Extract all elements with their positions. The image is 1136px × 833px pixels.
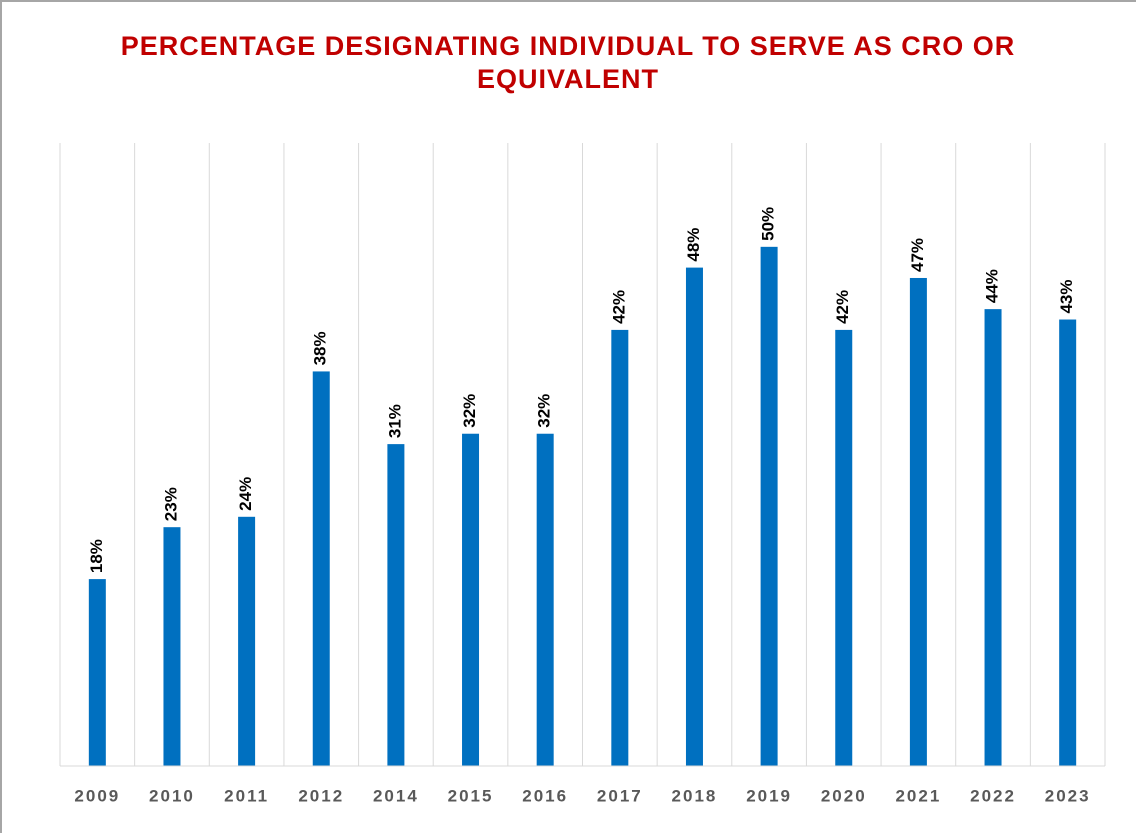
- bar: [1059, 319, 1077, 766]
- bar: [984, 309, 1002, 766]
- value-label: 31%: [385, 404, 404, 438]
- value-label: 42%: [609, 290, 628, 324]
- value-label: 23%: [161, 487, 180, 521]
- x-tick-label: 2014: [373, 786, 419, 805]
- bar: [835, 329, 853, 766]
- x-tick-label: 2019: [746, 786, 792, 805]
- bar: [611, 329, 629, 766]
- value-label: 47%: [908, 238, 927, 272]
- x-tick-label: 2011: [224, 786, 269, 805]
- x-tick-label: 2023: [1045, 786, 1091, 805]
- chart-title: PERCENTAGE DESIGNATING INDIVIDUAL TO SER…: [120, 31, 1016, 94]
- x-tick-label: 2017: [597, 786, 643, 805]
- x-tick-label: 2022: [970, 786, 1016, 805]
- value-label: 38%: [311, 331, 330, 365]
- bar: [760, 246, 778, 767]
- value-label: 44%: [983, 269, 1002, 303]
- value-label: 18%: [87, 539, 106, 573]
- value-label: 42%: [833, 290, 852, 324]
- x-tick-label: 2018: [672, 786, 718, 805]
- x-tick-label: 2015: [448, 786, 494, 805]
- value-label: 24%: [236, 477, 255, 511]
- value-label: 48%: [684, 228, 703, 262]
- x-tick-label: 2021: [895, 786, 941, 805]
- value-label: 43%: [1057, 279, 1076, 313]
- bar: [312, 371, 330, 766]
- value-label: 32%: [460, 394, 479, 428]
- x-tick-label: 2016: [522, 786, 568, 805]
- value-label: 50%: [759, 207, 778, 241]
- bar: [387, 444, 405, 766]
- bar: [88, 579, 106, 766]
- value-label: 32%: [535, 394, 554, 428]
- bar: [238, 516, 256, 766]
- bar: [163, 527, 181, 766]
- x-tick-label: 2020: [821, 786, 867, 805]
- bar: [536, 433, 554, 766]
- x-tick-label: 2009: [74, 786, 120, 805]
- bar: [909, 277, 927, 766]
- bar: [462, 433, 480, 766]
- x-tick-label: 2012: [298, 786, 344, 805]
- bar: [685, 267, 703, 766]
- x-tick-label: 2010: [149, 786, 195, 805]
